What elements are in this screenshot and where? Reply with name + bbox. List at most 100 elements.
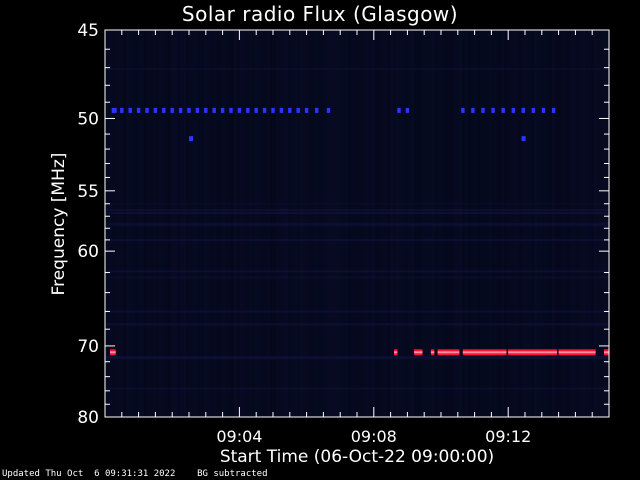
texture-stripe <box>144 30 147 417</box>
texture-stripe <box>345 30 348 417</box>
texture-stripe <box>591 30 594 417</box>
x-axis-label: Start Time (06-Oct-22 09:00:00) <box>220 447 494 467</box>
texture-band <box>105 209 609 212</box>
texture-stripe <box>324 30 327 417</box>
texture-stripe <box>573 30 576 417</box>
texture-stripe <box>534 30 537 417</box>
texture-stripe <box>570 30 573 417</box>
texture-band <box>105 202 609 205</box>
texture-stripe <box>261 30 264 417</box>
texture-stripe <box>276 30 279 417</box>
texture-stripe <box>588 30 591 417</box>
texture-stripe <box>246 30 249 417</box>
texture-stripe <box>141 30 144 417</box>
texture-stripe <box>150 30 153 417</box>
texture-band <box>105 212 609 214</box>
chart-title: Solar radio Flux (Glasgow) <box>181 2 459 26</box>
texture-stripe <box>135 30 138 417</box>
texture-stripe <box>417 30 420 417</box>
texture-stripe <box>174 30 177 417</box>
texture-stripe <box>198 30 201 417</box>
texture-stripe <box>303 30 306 417</box>
texture-stripe <box>162 30 165 417</box>
dashed-line-49.5MHz-segment <box>521 107 525 113</box>
interference-70.8MHz-core <box>110 351 116 354</box>
texture-stripe <box>402 30 405 417</box>
texture-stripe <box>555 30 558 417</box>
texture-stripe <box>234 30 237 417</box>
texture-stripe <box>333 30 336 417</box>
texture-stripe <box>330 30 333 417</box>
texture-stripe <box>168 30 171 417</box>
dashed-line-49.5MHz-segment <box>551 107 556 113</box>
dashed-line-49.5MHz-segment <box>326 107 331 113</box>
texture-stripe <box>447 30 450 417</box>
texture-stripe <box>288 30 291 417</box>
spectral-features <box>110 107 609 356</box>
interference-70.8MHz-core <box>508 351 557 354</box>
interference-70.8MHz-core <box>430 351 435 354</box>
dashed-line-49.5MHz-segment <box>220 107 225 113</box>
dashed-line-49.5MHz-segment <box>296 107 300 113</box>
texture-stripe <box>474 30 477 417</box>
texture-stripe <box>414 30 417 417</box>
texture-stripe <box>189 30 192 417</box>
dashed-line-49.5MHz-segment <box>315 107 319 113</box>
texture-stripe <box>483 30 486 417</box>
texture-stripe <box>576 30 579 417</box>
dashed-line-49.5MHz-segment <box>271 107 275 113</box>
texture-stripe <box>111 30 114 417</box>
texture-stripe <box>171 30 174 417</box>
texture-stripe <box>441 30 444 417</box>
texture-stripe <box>339 30 342 417</box>
texture-stripe <box>450 30 453 417</box>
x-tick-label: 09:12 <box>485 427 531 446</box>
texture-stripe <box>432 30 435 417</box>
texture-stripe <box>420 30 423 417</box>
dashed-line-49.5MHz-segment <box>237 107 242 113</box>
texture-band <box>105 224 609 227</box>
dashed-line-49.5MHz-segment <box>128 107 132 113</box>
texture-stripe <box>357 30 360 417</box>
texture-band <box>105 276 609 279</box>
texture-stripe <box>525 30 528 417</box>
texture-stripe <box>315 30 318 417</box>
texture-stripe <box>267 30 270 417</box>
interference-70.8MHz-core <box>558 351 596 354</box>
texture-stripe <box>117 30 120 417</box>
dashed-line-49.5MHz-segment <box>212 107 216 113</box>
texture-stripe <box>249 30 252 417</box>
texture-stripe <box>603 30 606 417</box>
texture-band <box>105 270 609 273</box>
marker-51.3MHz-segment <box>189 136 193 142</box>
texture-stripe <box>123 30 126 417</box>
texture-stripe <box>558 30 561 417</box>
dashed-line-49.5MHz-segment <box>162 107 166 113</box>
texture-stripe <box>225 30 228 417</box>
texture-stripe <box>582 30 585 417</box>
texture-stripe <box>585 30 588 417</box>
texture-stripe <box>369 30 372 417</box>
texture-band <box>105 222 609 225</box>
texture-stripe <box>462 30 465 417</box>
texture-stripe <box>495 30 498 417</box>
texture-stripe <box>210 30 213 417</box>
texture-stripe <box>390 30 393 417</box>
texture-stripe <box>348 30 351 417</box>
texture-stripe <box>465 30 468 417</box>
dashed-line-49.5MHz-segment <box>405 107 410 113</box>
bg-subtracted-note: BG subtracted <box>197 469 268 479</box>
texture-stripe <box>108 30 111 417</box>
texture-stripe <box>408 30 411 417</box>
dashed-line-49.5MHz-segment <box>304 107 309 113</box>
dashed-line-49.5MHz-segment <box>481 107 485 113</box>
texture-stripe <box>372 30 375 417</box>
texture-stripe <box>435 30 438 417</box>
footer-status: Updated Thu Oct 6 09:31:31 2022 BG subtr… <box>2 469 268 479</box>
texture-stripe <box>375 30 378 417</box>
texture-stripe <box>549 30 552 417</box>
texture-stripe <box>492 30 495 417</box>
dashed-line-49.5MHz-segment <box>204 107 208 113</box>
texture-band <box>105 357 609 360</box>
texture-stripe <box>381 30 384 417</box>
